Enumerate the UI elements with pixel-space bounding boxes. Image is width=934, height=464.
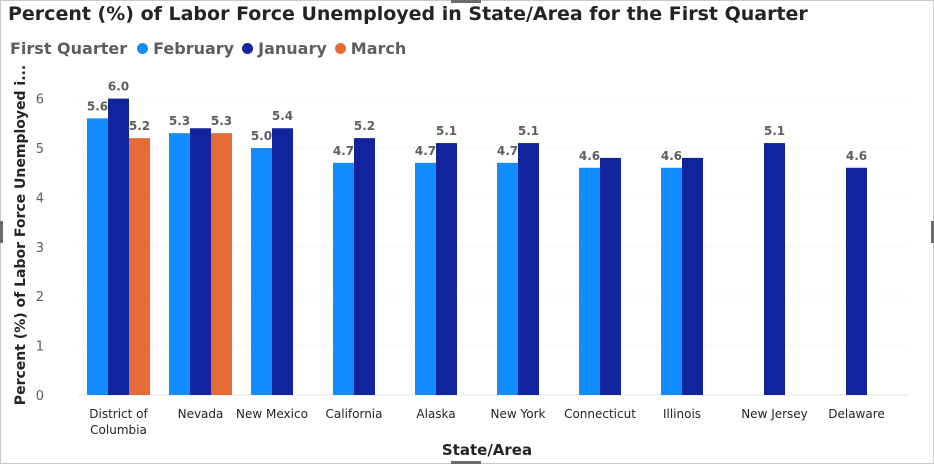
bar-march-nevada[interactable]: [211, 133, 232, 395]
data-label: 5.1: [764, 124, 785, 138]
data-label: 4.6: [579, 149, 600, 163]
y-tick-label: 1: [36, 340, 44, 355]
bar-march-district-of-columbia[interactable]: [129, 138, 150, 395]
data-label: 4.7: [497, 144, 518, 158]
bar-january-illinois[interactable]: [682, 157, 703, 395]
y-tick-label: 5: [36, 142, 44, 157]
bar-january-delaware[interactable]: [846, 167, 867, 395]
bar-january-new-york[interactable]: [518, 143, 539, 395]
bar-january-district-of-columbia[interactable]: [108, 98, 129, 395]
x-tick-label: New Jersey: [741, 407, 808, 421]
x-tick-label: Connecticut: [564, 407, 636, 421]
y-axis-label: Percent (%) of Labor Force Unemployed i.…: [13, 65, 29, 405]
legend-marker-february: [137, 43, 149, 54]
bar-january-connecticut[interactable]: [600, 157, 621, 395]
chart-title: Percent (%) of Labor Force Unemployed in…: [8, 3, 808, 25]
data-label: 5.2: [129, 119, 150, 133]
bar-february-new-york[interactable]: [497, 162, 518, 395]
data-label: 5.2: [354, 119, 375, 133]
x-tick-label: District of: [89, 407, 148, 421]
bar-february-nevada[interactable]: [169, 133, 190, 395]
bar-february-alaska[interactable]: [415, 162, 436, 395]
data-label: 5.1: [436, 124, 457, 138]
legend-label-february: February: [153, 39, 235, 58]
resize-handle-right[interactable]: [931, 221, 934, 243]
legend-label-march: March: [350, 39, 407, 58]
data-label: 4.7: [333, 144, 354, 158]
bar-february-new-mexico[interactable]: [251, 148, 272, 395]
bar-february-connecticut[interactable]: [579, 167, 600, 395]
bar-february-california[interactable]: [333, 162, 354, 395]
data-label: 4.7: [415, 144, 436, 158]
bar-january-new-jersey[interactable]: [764, 143, 785, 395]
legend-item-march[interactable]: March: [334, 39, 407, 58]
y-tick-label: 4: [36, 191, 44, 206]
resize-handle-top[interactable]: [451, 0, 481, 3]
legend-item-february[interactable]: February: [137, 39, 234, 58]
data-label: 4.6: [661, 149, 682, 163]
data-label: 5.6: [87, 99, 108, 113]
bar-february-illinois[interactable]: [661, 167, 682, 395]
resize-handle-bottom[interactable]: [451, 461, 481, 464]
x-tick-label: Illinois: [663, 407, 701, 421]
bar-january-nevada[interactable]: [190, 128, 211, 396]
data-label: 5.3: [169, 114, 190, 128]
x-tick-label: Nevada: [178, 407, 224, 421]
x-tick-label: Alaska: [416, 407, 455, 421]
bar-january-new-mexico[interactable]: [272, 128, 293, 396]
y-tick-label: 6: [36, 93, 44, 108]
data-label: 6.0: [108, 80, 129, 94]
legend-title: First Quarter: [10, 39, 128, 58]
legend: First Quarter February January March: [10, 39, 414, 58]
y-tick-label: 2: [36, 290, 44, 305]
data-label: 5.1: [518, 124, 539, 138]
bar-january-california[interactable]: [354, 138, 375, 395]
bar-february-district-of-columbia[interactable]: [87, 118, 108, 396]
legend-item-january[interactable]: January: [242, 39, 327, 58]
data-label: 5.0: [251, 129, 272, 143]
x-tick-label: New York: [491, 407, 546, 421]
y-tick-label: 0: [36, 389, 44, 404]
x-axis-label: State/Area: [442, 441, 532, 459]
x-tick-label: Delaware: [828, 407, 885, 421]
y-tick-label: 3: [36, 241, 44, 256]
x-tick-label: Columbia: [90, 423, 147, 437]
data-label: 5.4: [272, 109, 293, 123]
legend-label-january: January: [258, 39, 327, 58]
data-label: 4.6: [846, 149, 867, 163]
legend-marker-january: [242, 43, 254, 54]
x-tick-label: New Mexico: [236, 407, 308, 421]
x-tick-label: California: [326, 407, 383, 421]
legend-marker-march: [334, 43, 346, 54]
data-label: 5.3: [211, 114, 232, 128]
resize-handle-left[interactable]: [0, 221, 3, 243]
bar-january-alaska[interactable]: [436, 143, 457, 395]
